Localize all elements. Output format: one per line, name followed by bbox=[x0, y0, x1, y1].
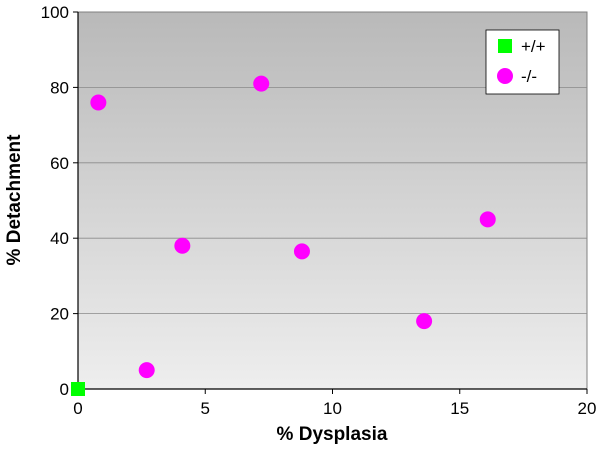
x-tick-label: 15 bbox=[450, 399, 469, 418]
data-point-series-1-4 bbox=[293, 243, 310, 260]
y-tick-label: 60 bbox=[50, 154, 69, 173]
y-axis-title: % Detachment bbox=[4, 134, 25, 266]
data-point-series-1-3 bbox=[253, 75, 270, 92]
x-tick-label: 10 bbox=[323, 399, 342, 418]
legend-label-minus-minus: -/- bbox=[521, 67, 537, 86]
x-tick-label: 0 bbox=[73, 399, 82, 418]
data-points bbox=[71, 75, 496, 396]
data-point-series-1-0 bbox=[90, 94, 107, 111]
legend-label-plus-plus: +/+ bbox=[521, 37, 546, 56]
data-point-series-1-6 bbox=[479, 211, 496, 228]
data-point-series-1-5 bbox=[416, 313, 433, 330]
y-tick-label: 0 bbox=[60, 380, 69, 399]
x-tick-label: 20 bbox=[578, 399, 597, 418]
x-tick-label: 5 bbox=[201, 399, 210, 418]
y-tick-label: 20 bbox=[50, 305, 69, 324]
data-point-series-1-2 bbox=[174, 237, 191, 254]
legend: +/+ -/- bbox=[485, 29, 560, 95]
data-point-series-1-1 bbox=[138, 362, 155, 379]
legend-marker-plus-plus bbox=[498, 39, 512, 53]
axes bbox=[73, 11, 588, 394]
y-tick-label: 100 bbox=[41, 3, 69, 22]
gridlines bbox=[78, 87, 587, 315]
x-axis-title: % Dysplasia bbox=[277, 424, 388, 445]
legend-marker-minus-minus bbox=[497, 68, 513, 84]
tick-labels: 0 20 40 60 80 100 0 5 10 15 20 bbox=[41, 3, 597, 418]
data-point-series-0-0 bbox=[71, 382, 85, 396]
y-tick-label: 40 bbox=[50, 229, 69, 248]
y-tick-label: 80 bbox=[50, 78, 69, 97]
